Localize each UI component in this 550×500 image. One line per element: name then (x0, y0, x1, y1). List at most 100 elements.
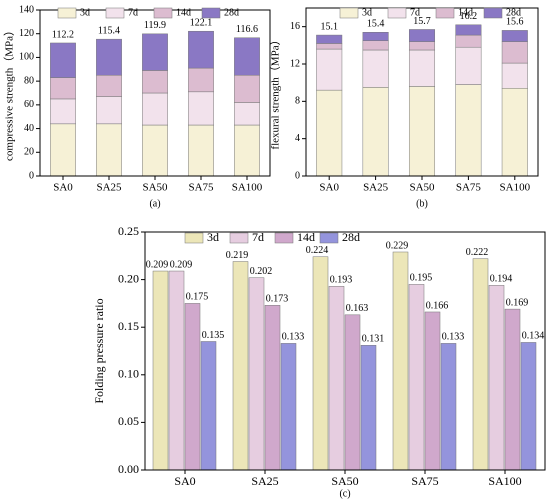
legend-swatch (339, 7, 359, 19)
value-label: 0.166 (426, 300, 449, 311)
legend-swatch (435, 7, 455, 19)
value-label: 0.209 (170, 259, 193, 270)
total-label: 16.2 (460, 11, 478, 22)
total-label: 15.6 (506, 17, 524, 28)
bar-segment (188, 124, 214, 177)
legend-swatch (229, 232, 249, 244)
value-label: 0.163 (346, 303, 369, 314)
legend-swatch (184, 232, 204, 244)
bar-segment (142, 70, 168, 94)
bar-segment (96, 38, 122, 76)
bar-segment (188, 30, 214, 69)
value-label: 0.194 (490, 274, 513, 285)
y-tick-label: 0 (295, 170, 300, 181)
x-tick-label: SA100 (232, 182, 263, 194)
value-label: 0.195 (410, 273, 433, 284)
y-tick-label: 4 (295, 133, 300, 144)
bar-segment (96, 96, 122, 125)
total-label: 122.1 (190, 18, 213, 29)
bar-segment (408, 86, 436, 177)
y-tick-label: 0.05 (118, 414, 139, 428)
value-label: 0.219 (226, 250, 249, 261)
bar-segment (316, 34, 343, 44)
legend-label: 14d (297, 230, 315, 244)
bar (184, 303, 201, 471)
bar-segment (142, 92, 168, 126)
caption: (b) (416, 198, 428, 209)
legend-swatch (105, 7, 125, 19)
bar (408, 284, 425, 471)
legend-swatch (57, 7, 77, 19)
caption: (a) (149, 198, 160, 209)
y-tick-label: 120 (19, 28, 34, 39)
legend-swatch (483, 7, 503, 19)
plot-frame (305, 7, 539, 177)
legend-label: 28d (506, 7, 521, 18)
bar-segment (455, 34, 482, 48)
bar (168, 270, 185, 471)
bar (344, 314, 361, 471)
total-label: 119.9 (144, 20, 166, 31)
value-label: 0.175 (186, 292, 209, 303)
total-label: 116.6 (236, 24, 258, 35)
plot-frame (144, 231, 546, 471)
bar-segment (455, 46, 482, 85)
y-tick-label: 0.25 (118, 224, 139, 238)
legend-label: 7d (410, 7, 420, 18)
bar (200, 341, 217, 471)
bar (360, 345, 377, 471)
bar-segment (408, 29, 436, 42)
bar-segment (234, 102, 260, 126)
bar-segment (234, 124, 260, 177)
bar-segment (96, 123, 122, 177)
x-tick-label: SA0 (174, 474, 195, 488)
bar-segment (316, 89, 343, 177)
total-label: 15.1 (320, 21, 338, 32)
y-axis-label: compressive strength（MPa） (3, 25, 16, 161)
bar-segment (234, 74, 260, 103)
legend-label: 7d (252, 230, 264, 244)
caption: (c) (339, 488, 350, 499)
legend-label: 28d (224, 7, 239, 18)
legend-swatch (201, 7, 221, 19)
legend-swatch (387, 7, 407, 19)
value-label: 0.169 (506, 297, 529, 308)
y-axis-label: flexural strength（MPa） (269, 34, 282, 149)
x-tick-label: SA25 (96, 182, 122, 194)
bar (280, 343, 297, 471)
y-tick-label: 40 (24, 123, 34, 134)
value-label: 0.131 (362, 334, 385, 345)
legend-label: 14d (458, 7, 473, 18)
bar (248, 277, 265, 471)
y-tick-label: 100 (19, 52, 34, 63)
y-axis-label: Folding pressure ratio (92, 298, 106, 403)
legend-label: 7d (128, 7, 138, 18)
x-tick-label: SA25 (363, 182, 389, 194)
y-tick-label: 60 (24, 99, 34, 110)
y-tick-label: 0 (29, 170, 34, 181)
bar-segment (50, 98, 76, 125)
bar (424, 311, 441, 471)
legend-label: 3d (207, 230, 219, 244)
x-tick-label: SA75 (411, 474, 438, 488)
y-tick-label: 12 (290, 58, 300, 69)
bar-segment (234, 37, 260, 76)
value-label: 0.229 (386, 240, 409, 251)
bar-segment (362, 40, 389, 51)
bar-segment (408, 41, 436, 51)
bar (440, 343, 457, 471)
bar-segment (50, 77, 76, 100)
x-tick-label: SA75 (456, 182, 482, 194)
x-tick-label: SA25 (251, 474, 278, 488)
bar-segment (501, 30, 528, 42)
x-tick-label: SA50 (331, 474, 358, 488)
bar-segment (188, 67, 214, 93)
bar-segment (501, 88, 528, 177)
bar (392, 251, 409, 471)
bar (264, 305, 281, 471)
value-label: 0.133 (442, 332, 465, 343)
x-tick-label: SA50 (142, 182, 168, 194)
x-tick-label: SA100 (488, 474, 521, 488)
bar-segment (362, 87, 389, 177)
